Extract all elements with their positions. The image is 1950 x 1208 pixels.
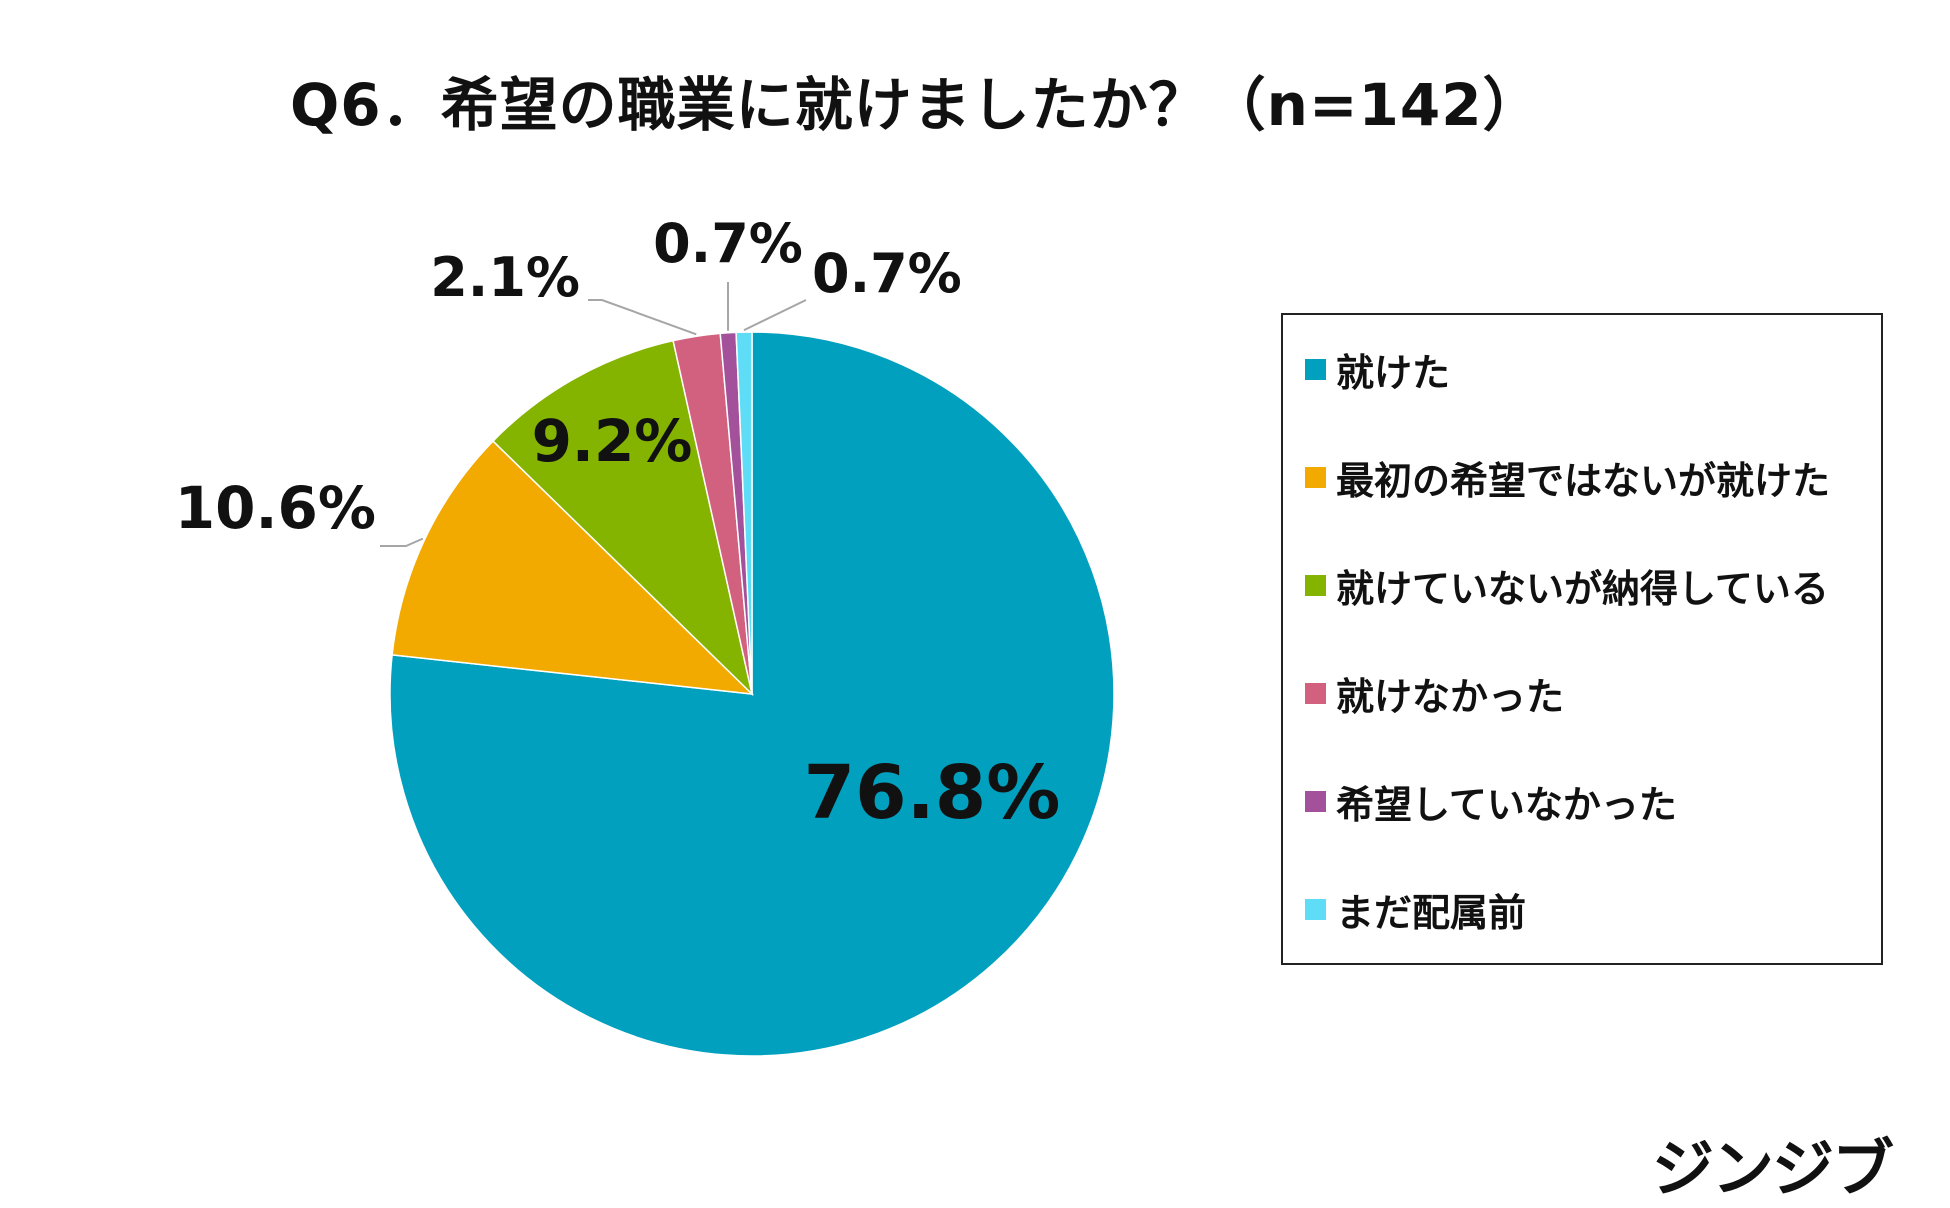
slice-value-label-3: 2.1%	[430, 246, 580, 309]
legend-label-3: 就けなかった	[1336, 666, 1564, 721]
legend-swatch-1	[1305, 467, 1326, 488]
legend-item-2: 就けていないが納得している	[1305, 563, 1829, 607]
legend-swatch-0	[1305, 359, 1326, 380]
leader-line-3	[588, 300, 696, 334]
legend-item-5: まだ配属前	[1305, 887, 1526, 931]
legend-label-0: 就けた	[1336, 342, 1450, 397]
slice-value-label-4: 0.7%	[653, 212, 803, 275]
legend-swatch-5	[1305, 899, 1326, 920]
legend-swatch-4	[1305, 791, 1326, 812]
slice-value-label-1: 10.6%	[175, 474, 376, 542]
legend-label-4: 希望していなかった	[1336, 774, 1677, 829]
legend-swatch-2	[1305, 575, 1326, 596]
legend-item-4: 希望していなかった	[1305, 779, 1677, 823]
legend-label-5: まだ配属前	[1336, 882, 1526, 937]
slice-value-label-5: 0.7%	[812, 242, 962, 305]
legend-label-2: 就けていないが納得している	[1336, 558, 1829, 613]
legend-label-1: 最初の希望ではないが就けた	[1336, 450, 1830, 505]
slice-value-label-2: 9.2%	[532, 407, 693, 475]
brand-logo: ジンジブ	[1652, 1118, 1892, 1208]
leader-line-1	[380, 539, 423, 546]
legend-swatch-3	[1305, 683, 1326, 704]
leader-line-5	[744, 300, 806, 330]
legend: 就けた 最初の希望ではないが就けた 就けていないが納得している 就けなかった 希…	[1281, 313, 1883, 965]
legend-item-0: 就けた	[1305, 347, 1450, 391]
legend-item-1: 最初の希望ではないが就けた	[1305, 455, 1830, 499]
legend-item-3: 就けなかった	[1305, 671, 1564, 715]
slice-value-label-0: 76.8%	[804, 750, 1061, 836]
